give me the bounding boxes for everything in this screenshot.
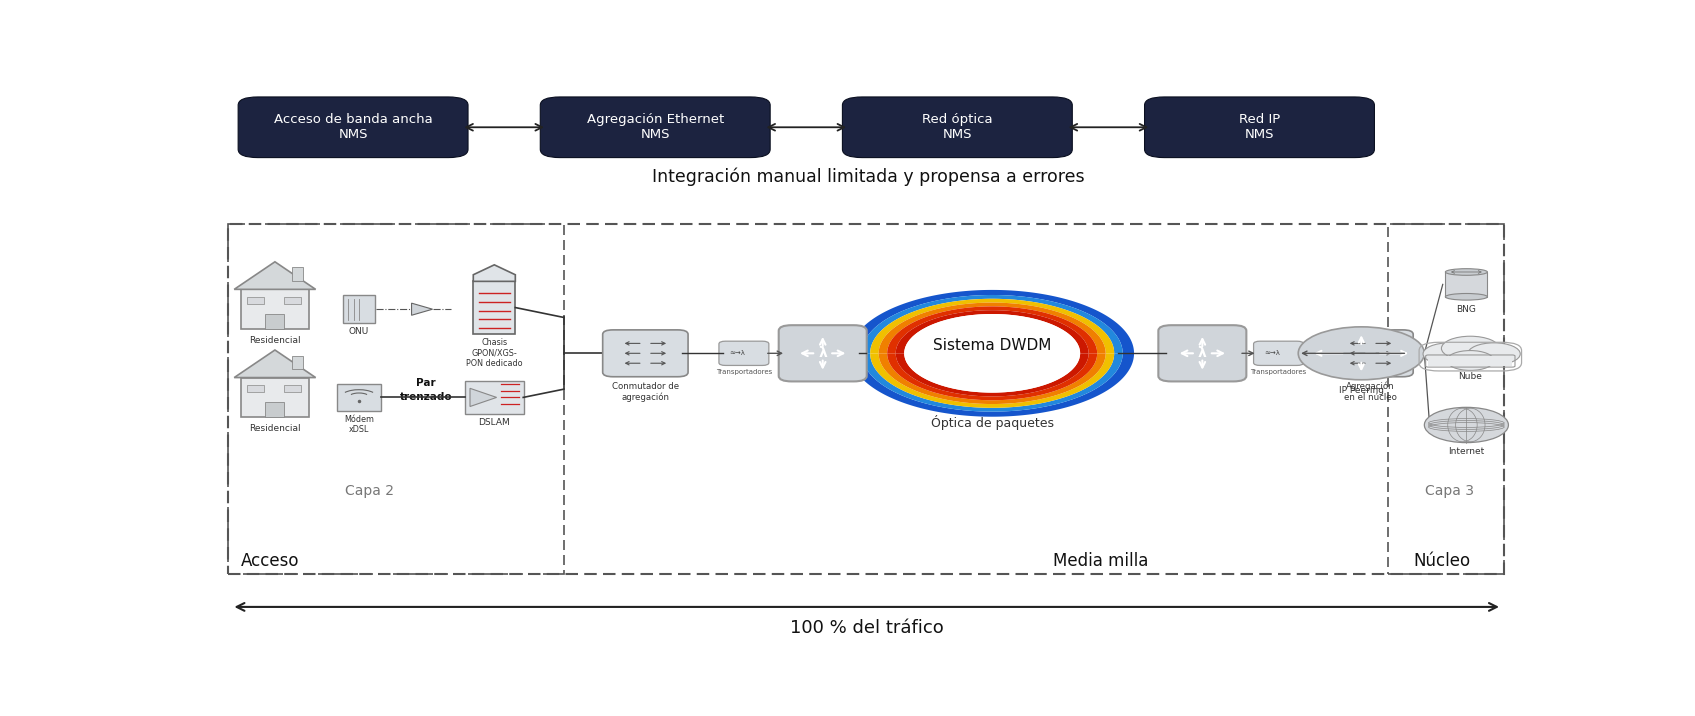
Polygon shape bbox=[234, 350, 315, 377]
Text: Módem
xDSL: Módem xDSL bbox=[344, 415, 375, 435]
Bar bbox=[266, 314, 285, 329]
Polygon shape bbox=[851, 353, 1134, 417]
Text: Capa 3: Capa 3 bbox=[1425, 484, 1475, 498]
FancyBboxPatch shape bbox=[778, 325, 866, 382]
Text: Internet: Internet bbox=[1448, 447, 1485, 456]
Bar bbox=[337, 384, 381, 411]
Polygon shape bbox=[878, 353, 1105, 404]
Text: IP Peering: IP Peering bbox=[1339, 387, 1383, 395]
Circle shape bbox=[1441, 337, 1498, 360]
Ellipse shape bbox=[1446, 294, 1488, 300]
Bar bbox=[292, 267, 302, 281]
Bar bbox=[342, 296, 375, 323]
Bar bbox=[292, 356, 302, 369]
Text: trenzado: trenzado bbox=[400, 392, 453, 402]
Polygon shape bbox=[234, 262, 315, 289]
Text: BNG: BNG bbox=[1456, 305, 1476, 314]
Bar bbox=[464, 381, 524, 414]
Text: Par: Par bbox=[417, 378, 436, 388]
FancyBboxPatch shape bbox=[603, 330, 688, 377]
Text: Red IP
NMS: Red IP NMS bbox=[1239, 113, 1280, 141]
Circle shape bbox=[1298, 326, 1424, 379]
Text: Red óptica
NMS: Red óptica NMS bbox=[922, 113, 993, 141]
FancyBboxPatch shape bbox=[1144, 97, 1375, 158]
Bar bbox=[473, 281, 515, 334]
Polygon shape bbox=[473, 265, 515, 281]
Text: Capa 2: Capa 2 bbox=[346, 484, 393, 498]
Text: Transportadores: Transportadores bbox=[715, 369, 771, 374]
Circle shape bbox=[1424, 343, 1476, 365]
Bar bbox=[241, 289, 308, 329]
Text: Acceso: Acceso bbox=[241, 552, 300, 570]
Text: λ: λ bbox=[819, 347, 827, 360]
Text: DSLAM: DSLAM bbox=[478, 418, 510, 427]
Circle shape bbox=[1468, 343, 1520, 365]
Text: Núcleo: Núcleo bbox=[1414, 552, 1471, 570]
Text: ONU: ONU bbox=[349, 326, 370, 336]
Text: λ: λ bbox=[1198, 347, 1207, 360]
Polygon shape bbox=[412, 303, 432, 315]
Bar bbox=[285, 384, 302, 392]
Circle shape bbox=[1424, 407, 1509, 442]
FancyBboxPatch shape bbox=[1327, 330, 1414, 377]
Bar bbox=[247, 384, 264, 392]
Text: Óptica de paquetes: Óptica de paquetes bbox=[931, 415, 1054, 430]
FancyBboxPatch shape bbox=[719, 342, 770, 365]
Bar bbox=[1446, 272, 1488, 297]
Ellipse shape bbox=[1446, 268, 1488, 275]
Bar bbox=[266, 402, 285, 417]
Text: Integración manual limitada y propensa a errores: Integración manual limitada y propensa a… bbox=[653, 168, 1085, 186]
Text: Transportadores: Transportadores bbox=[1251, 369, 1307, 374]
Text: Agregación
en el núcleo: Agregación en el núcleo bbox=[1344, 382, 1397, 402]
Text: Acceso de banda ancha
NMS: Acceso de banda ancha NMS bbox=[273, 113, 432, 141]
Text: Media milla: Media milla bbox=[1053, 552, 1148, 570]
Ellipse shape bbox=[903, 314, 1080, 392]
FancyBboxPatch shape bbox=[541, 97, 770, 158]
Polygon shape bbox=[886, 306, 1097, 353]
Polygon shape bbox=[895, 353, 1088, 397]
Text: Chasis
GPON/XGS-
PON dedicado: Chasis GPON/XGS- PON dedicado bbox=[466, 339, 522, 368]
Bar bbox=[247, 296, 264, 304]
Bar bbox=[227, 223, 564, 574]
Text: Agregación Ethernet
NMS: Agregación Ethernet NMS bbox=[586, 113, 724, 141]
Text: Conmutador de
agregación: Conmutador de agregación bbox=[612, 382, 680, 402]
FancyBboxPatch shape bbox=[1158, 325, 1246, 382]
Text: ≈→λ: ≈→λ bbox=[1264, 350, 1280, 357]
Text: 100 % del tráfico: 100 % del tráfico bbox=[790, 619, 944, 637]
FancyBboxPatch shape bbox=[842, 97, 1073, 158]
FancyBboxPatch shape bbox=[237, 97, 468, 158]
Bar bbox=[1429, 356, 1512, 366]
Polygon shape bbox=[886, 353, 1097, 400]
Bar bbox=[1388, 223, 1505, 574]
Text: ≈→λ: ≈→λ bbox=[729, 350, 746, 357]
Circle shape bbox=[1446, 351, 1493, 370]
Polygon shape bbox=[861, 295, 1122, 353]
Text: Residencial: Residencial bbox=[249, 424, 300, 433]
Polygon shape bbox=[870, 353, 1114, 408]
Polygon shape bbox=[878, 303, 1105, 353]
Bar bbox=[227, 223, 1505, 574]
Polygon shape bbox=[861, 353, 1122, 412]
Bar bbox=[285, 296, 302, 304]
Polygon shape bbox=[470, 388, 497, 407]
Polygon shape bbox=[851, 290, 1134, 353]
Bar bbox=[241, 377, 308, 417]
Polygon shape bbox=[895, 310, 1088, 353]
FancyBboxPatch shape bbox=[1254, 342, 1303, 365]
Text: Nube: Nube bbox=[1458, 372, 1481, 380]
Text: Residencial: Residencial bbox=[249, 336, 300, 344]
Polygon shape bbox=[870, 299, 1114, 353]
Text: Sistema DWDM: Sistema DWDM bbox=[932, 337, 1051, 352]
